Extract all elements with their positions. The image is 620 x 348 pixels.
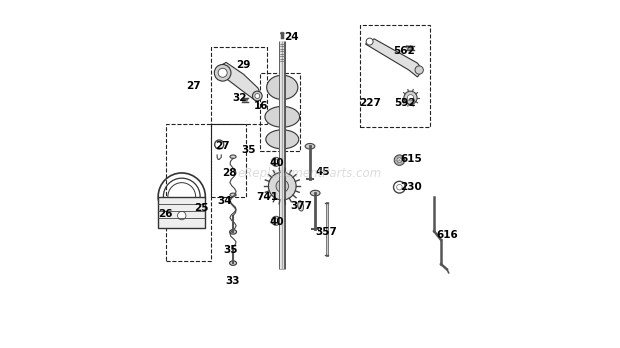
Bar — [260, 73, 299, 151]
Text: 29: 29 — [236, 60, 250, 70]
Text: 26: 26 — [158, 209, 172, 219]
Text: 33: 33 — [226, 276, 241, 286]
Text: 230: 230 — [401, 182, 422, 192]
Text: 377: 377 — [290, 201, 312, 211]
Ellipse shape — [229, 230, 236, 234]
Circle shape — [215, 64, 231, 81]
Circle shape — [272, 216, 280, 225]
Ellipse shape — [280, 32, 284, 34]
Text: 16: 16 — [254, 101, 268, 111]
Ellipse shape — [230, 193, 236, 197]
Text: 32: 32 — [232, 94, 247, 103]
Circle shape — [276, 180, 288, 192]
Text: 34: 34 — [218, 196, 232, 206]
Text: 35: 35 — [241, 145, 255, 156]
Bar — [360, 25, 430, 127]
Circle shape — [397, 158, 402, 163]
Text: 741: 741 — [257, 191, 279, 201]
Circle shape — [255, 94, 260, 98]
Circle shape — [407, 95, 414, 101]
Text: 562: 562 — [394, 46, 415, 56]
Text: 616: 616 — [436, 230, 458, 240]
Bar — [211, 124, 246, 197]
Text: 40: 40 — [270, 217, 285, 227]
Circle shape — [268, 172, 296, 200]
Text: eReplacementParts.com: eReplacementParts.com — [238, 167, 382, 181]
Bar — [158, 197, 205, 228]
Circle shape — [177, 212, 186, 220]
Circle shape — [274, 219, 278, 223]
Text: 227: 227 — [359, 98, 381, 108]
Text: 35: 35 — [224, 245, 238, 254]
Text: 592: 592 — [394, 98, 416, 108]
Text: 24: 24 — [285, 32, 299, 42]
Ellipse shape — [311, 190, 320, 196]
Ellipse shape — [305, 143, 315, 149]
Text: 45: 45 — [316, 167, 330, 177]
Circle shape — [274, 160, 278, 164]
Polygon shape — [219, 62, 261, 102]
Bar — [211, 47, 267, 124]
Text: 357: 357 — [316, 227, 337, 237]
Circle shape — [218, 68, 227, 77]
Ellipse shape — [298, 201, 304, 211]
Text: 40: 40 — [270, 158, 285, 168]
Circle shape — [415, 66, 423, 74]
Text: 615: 615 — [401, 155, 422, 165]
Circle shape — [272, 157, 280, 166]
Text: 28: 28 — [223, 168, 237, 178]
Circle shape — [404, 91, 417, 104]
Ellipse shape — [267, 75, 298, 100]
Circle shape — [252, 91, 262, 101]
Text: 27: 27 — [215, 141, 230, 151]
Ellipse shape — [266, 130, 299, 149]
Ellipse shape — [230, 155, 236, 158]
Circle shape — [366, 38, 373, 45]
Polygon shape — [365, 39, 423, 77]
Ellipse shape — [265, 106, 299, 127]
Ellipse shape — [229, 261, 236, 265]
Text: 27: 27 — [187, 81, 202, 90]
Circle shape — [394, 155, 405, 165]
Bar — [166, 124, 211, 261]
Text: 25: 25 — [195, 203, 209, 213]
